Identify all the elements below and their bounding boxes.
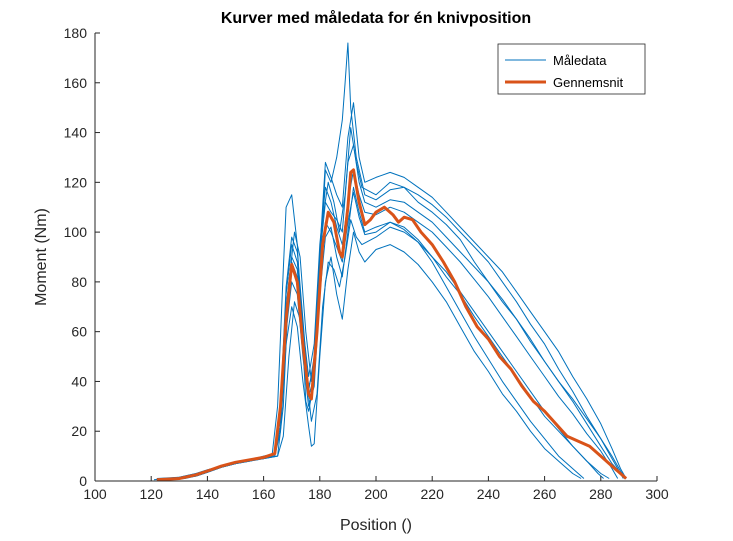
y-tick-label: 40 — [71, 373, 87, 389]
legend-label-gennemsnit: Gennemsnit — [553, 75, 623, 90]
plot-area: 100 120 140 160 180 200 220 240 260 280 300 0 20 40 6… — [64, 25, 669, 502]
x-tick-label: 280 — [589, 486, 613, 502]
x-tick-label: 140 — [196, 486, 220, 502]
x-tick-label: 220 — [421, 486, 445, 502]
x-axis-ticks: 100 120 140 160 180 200 220 240 260 280 300 — [83, 476, 669, 502]
x-tick-label: 160 — [252, 486, 276, 502]
y-tick-label: 0 — [79, 473, 87, 489]
x-tick-label: 100 — [83, 486, 107, 502]
chart-title: Kurver med måledata for én knivposition — [221, 9, 531, 27]
y-axis-ticks: 0 20 40 60 80 100 120 140 160 180 — [64, 25, 100, 489]
x-tick-label: 240 — [477, 486, 501, 502]
legend-box — [497, 43, 646, 95]
y-tick-label: 20 — [71, 423, 87, 439]
x-tick-label: 180 — [308, 486, 332, 502]
legend: Måledata Gennemsnit — [497, 43, 646, 95]
y-tick-label: 140 — [64, 125, 88, 141]
y-tick-label: 160 — [64, 75, 88, 91]
series-line-gennemsnit — [156, 168, 628, 482]
y-tick-label: 180 — [64, 25, 88, 41]
y-tick-label: 60 — [71, 324, 87, 340]
x-tick-label: 300 — [645, 486, 669, 502]
y-axis-label: Moment (Nm) — [33, 208, 50, 306]
y-tick-label: 120 — [64, 174, 88, 190]
y-tick-label: 100 — [64, 224, 88, 240]
legend-label-maledata: Måledata — [553, 53, 607, 68]
x-tick-label: 260 — [533, 486, 557, 502]
x-tick-label: 200 — [364, 486, 388, 502]
x-axis-label: Position () — [340, 517, 412, 534]
y-tick-label: 80 — [71, 274, 87, 290]
x-tick-label: 120 — [140, 486, 164, 502]
